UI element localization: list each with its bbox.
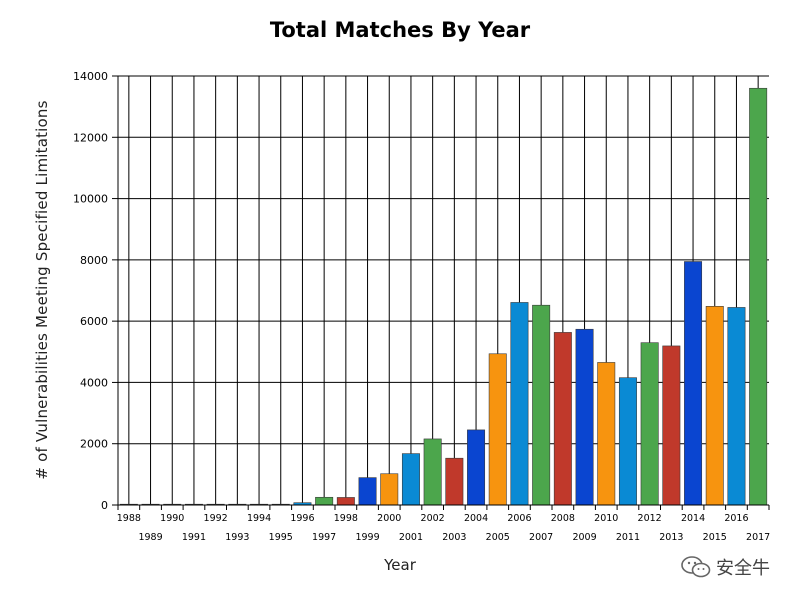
bar-2008 [553, 332, 572, 506]
bar-2009 [575, 328, 594, 506]
x-tick-label: 1992 [204, 513, 228, 524]
x-tick-label: 1999 [355, 532, 379, 543]
x-tick-label: 2007 [529, 532, 553, 543]
y-tick-label: 10000 [73, 193, 108, 206]
x-tick-label: 2005 [486, 532, 510, 543]
x-tick-label: 1994 [247, 513, 271, 524]
y-tick-labels: 0 2000 4000 6000 8000 10000 12000 14000 [73, 70, 108, 512]
bar-2000 [380, 473, 399, 506]
bar-2011 [618, 377, 637, 506]
x-tick-label: 2015 [703, 532, 727, 543]
wechat-icon [681, 556, 711, 578]
bar-2012 [640, 342, 659, 506]
bar-2015 [705, 306, 724, 506]
x-tick-label: 2016 [724, 513, 748, 524]
x-tick-label: 1989 [138, 532, 162, 543]
x-tick-label: 2002 [421, 513, 445, 524]
y-tick-label: 0 [101, 499, 108, 512]
x-tick-label: 2014 [681, 513, 705, 524]
x-tick-label: 2001 [399, 532, 423, 543]
chart-title: Total Matches By Year [269, 18, 531, 42]
bar-2013 [662, 345, 681, 506]
x-tick-label: 2006 [507, 513, 531, 524]
watermark-text: 安全牛 [716, 558, 770, 579]
y-tick-label: 12000 [73, 131, 108, 144]
y-tick-label: 14000 [73, 70, 108, 83]
x-tick-label: 1990 [160, 513, 184, 524]
bar-1997 [315, 496, 334, 506]
x-tick-label: 2008 [551, 513, 575, 524]
x-tick-label: 1991 [182, 532, 206, 543]
bar-2006 [510, 302, 529, 506]
y-tick-label: 8000 [80, 254, 108, 267]
bars [119, 87, 768, 506]
x-tick-label: 2003 [442, 532, 466, 543]
x-tick-label: 2010 [594, 513, 618, 524]
x-tick-label: 2004 [464, 513, 488, 524]
x-tick-label: 1993 [225, 532, 249, 543]
x-tick-label: 2009 [572, 532, 596, 543]
x-tick-label: 2013 [659, 532, 683, 543]
x-tick-label: 1998 [334, 513, 358, 524]
bar-2010 [597, 362, 616, 506]
x-tick-labels: 1988 1989 1990 1991 1992 1993 1994 1995 1996 1997… [117, 513, 770, 543]
axes [112, 75, 770, 510]
bar-2005 [488, 353, 507, 506]
bar-2004 [467, 429, 486, 506]
x-tick-label: 2017 [746, 532, 770, 543]
y-tick-label: 2000 [80, 438, 108, 451]
bar-2001 [401, 453, 420, 506]
bar-2014 [684, 261, 703, 506]
x-tick-label: 2000 [377, 513, 401, 524]
bar-2003 [445, 457, 464, 506]
bar-2016 [727, 307, 746, 506]
x-tick-label: 1995 [269, 532, 293, 543]
x-tick-label: 1997 [312, 532, 336, 543]
bar-1998 [336, 497, 355, 506]
x-tick-label: 2012 [638, 513, 662, 524]
y-tick-label: 6000 [80, 315, 108, 328]
x-tick-label: 2011 [616, 532, 640, 543]
bar-2002 [423, 438, 442, 506]
watermark: 安全牛 [680, 553, 770, 581]
x-axis-label: Year [384, 556, 416, 574]
bar-2017 [749, 87, 768, 506]
bar-1999 [358, 477, 377, 506]
x-tick-label: 1996 [290, 513, 314, 524]
y-axis-label: # of Vulnerabilities Meeting Specified L… [33, 100, 51, 480]
x-tick-label: 1988 [117, 513, 141, 524]
y-tick-label: 4000 [80, 376, 108, 389]
bar-2007 [532, 304, 551, 506]
